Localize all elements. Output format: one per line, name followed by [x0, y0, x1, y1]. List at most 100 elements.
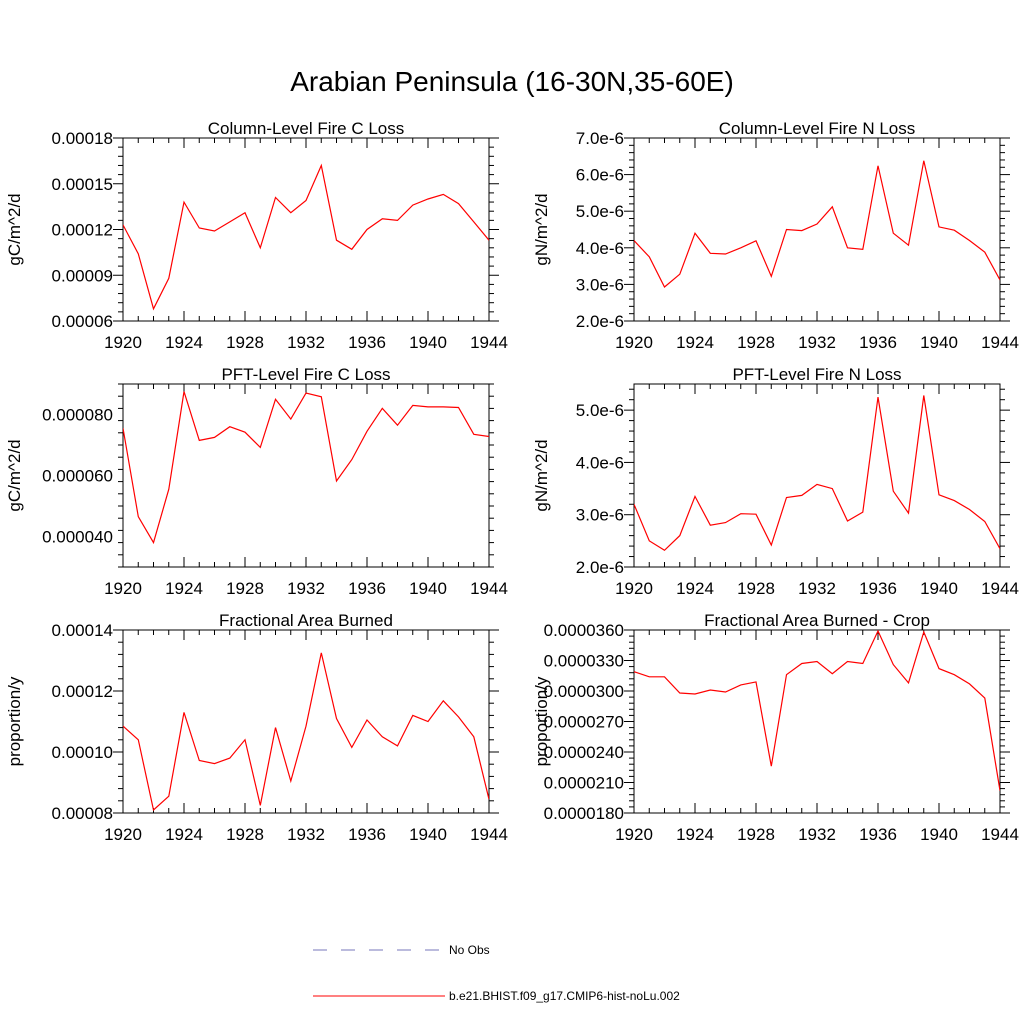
y-axis-label: gN/m^2/d	[532, 439, 551, 511]
x-tick-label: 1940	[920, 333, 958, 352]
x-tick-label: 1936	[859, 333, 897, 352]
y-tick-label: 0.00014	[52, 621, 113, 640]
x-tick-label: 1924	[165, 333, 203, 352]
x-tick-label: 1940	[409, 333, 447, 352]
panel-title: PFT-Level Fire C Loss	[221, 365, 390, 384]
y-tick-label: 0.0000210	[544, 774, 624, 793]
x-tick-label: 1936	[348, 333, 386, 352]
y-tick-label: 5.0e-6	[576, 202, 624, 221]
x-tick-label: 1932	[287, 825, 325, 844]
x-tick-label: 1924	[165, 579, 203, 598]
x-tick-label: 1932	[798, 825, 836, 844]
chart-panel-5: 1920 1924 1928 1932 1936 1940 1944 0.00008 0.000…	[5, 611, 508, 844]
x-tick-label: 1924	[165, 825, 203, 844]
panel-title: Column-Level Fire C Loss	[208, 119, 405, 138]
x-tick-label: 1920	[615, 333, 653, 352]
x-tick-label: 1940	[920, 579, 958, 598]
panel-title: Fractional Area Burned - Crop	[704, 611, 930, 630]
x-tick-label: 1928	[737, 579, 775, 598]
series-line	[123, 652, 489, 812]
y-tick-label: 0.0000360	[544, 621, 624, 640]
y-tick-label: 0.0000240	[544, 743, 624, 762]
legend: No Obs b.e21.BHIST.f09_g17.CMIP6-hist-no…	[313, 943, 680, 1003]
series-line	[634, 630, 1000, 791]
plot-frame	[122, 629, 490, 814]
x-tick-label: 1920	[104, 825, 142, 844]
plot-frame	[633, 629, 1001, 814]
x-tick-label: 1936	[348, 579, 386, 598]
y-tick-label: 0.000060	[42, 467, 113, 486]
y-tick-label: 0.0000330	[544, 652, 624, 671]
y-tick-label: 0.00010	[52, 743, 113, 762]
y-tick-label: 0.00012	[52, 221, 113, 240]
chart-panel-2: 1920 1924 1928 1932 1936 1940 1944 2.0e-6 3.0e-6…	[532, 119, 1019, 352]
panels: 1920 1924 1928 1932 1936 1940 1944 0.00006 0.000…	[5, 119, 1019, 844]
legend-label-model: b.e21.BHIST.f09_g17.CMIP6-hist-noLu.002	[449, 989, 680, 1003]
chart-panel-4: 1920 1924 1928 1932 1936 1940 1944 2.0e-6 3.0e-6…	[532, 365, 1019, 598]
x-tick-label: 1924	[676, 825, 714, 844]
y-tick-label: 3.0e-6	[576, 506, 624, 525]
x-tick-label: 1932	[798, 579, 836, 598]
x-tick-label: 1928	[737, 825, 775, 844]
y-tick-label: 0.00012	[52, 682, 113, 701]
y-tick-label: 7.0e-6	[576, 129, 624, 148]
y-tick-label: 0.00008	[52, 804, 113, 823]
x-tick-label: 1932	[798, 333, 836, 352]
x-tick-label: 1944	[981, 825, 1019, 844]
y-tick-label: 0.00009	[52, 266, 113, 285]
x-tick-label: 1924	[676, 333, 714, 352]
y-tick-label: 0.00006	[52, 312, 113, 331]
y-axis-label: gC/m^2/d	[5, 193, 24, 265]
series-line	[123, 163, 489, 311]
legend-label-no-obs: No Obs	[449, 943, 490, 957]
y-tick-label: 0.0000270	[544, 713, 624, 732]
panel-title: PFT-Level Fire N Loss	[732, 365, 901, 384]
panel-title: Column-Level Fire N Loss	[719, 119, 916, 138]
x-tick-label: 1944	[470, 333, 508, 352]
y-tick-label: 4.0e-6	[576, 453, 624, 472]
series-line	[123, 391, 489, 545]
x-tick-label: 1944	[981, 579, 1019, 598]
chart-panel-3: 1920 1924 1928 1932 1936 1940 1944 0.000040 0.00…	[5, 365, 508, 598]
y-tick-label: 0.00018	[52, 129, 113, 148]
y-axis-label: proportion/y	[532, 676, 551, 766]
y-tick-label: 3.0e-6	[576, 275, 624, 294]
x-tick-label: 1940	[409, 825, 447, 844]
y-tick-label: 0.000080	[42, 406, 113, 425]
y-tick-label: 5.0e-6	[576, 401, 624, 420]
x-tick-label: 1940	[920, 825, 958, 844]
plot-frame	[633, 137, 1001, 322]
y-axis-label: proportion/y	[5, 676, 24, 766]
x-tick-label: 1936	[348, 825, 386, 844]
y-tick-label: 6.0e-6	[576, 166, 624, 185]
x-tick-label: 1920	[615, 579, 653, 598]
x-tick-label: 1928	[226, 579, 264, 598]
figure-title: Arabian Peninsula (16-30N,35-60E)	[290, 66, 734, 97]
plot-frame	[633, 383, 1001, 568]
x-tick-label: 1928	[226, 333, 264, 352]
plot-frame	[122, 137, 490, 322]
x-tick-label: 1936	[859, 579, 897, 598]
x-tick-label: 1928	[226, 825, 264, 844]
x-tick-label: 1932	[287, 579, 325, 598]
y-tick-label: 0.0000180	[544, 804, 624, 823]
chart-panel-6: 1920 1924 1928 1932 1936 1940 1944 0.0000180 0.0…	[532, 611, 1019, 844]
series-line	[634, 395, 1000, 552]
y-tick-label: 0.000040	[42, 528, 113, 547]
y-tick-label: 4.0e-6	[576, 239, 624, 258]
x-tick-label: 1924	[676, 579, 714, 598]
chart-panel-1: 1920 1924 1928 1932 1936 1940 1944 0.00006 0.000…	[5, 119, 508, 352]
y-tick-label: 0.0000300	[544, 682, 624, 701]
x-tick-label: 1944	[470, 579, 508, 598]
x-tick-label: 1928	[737, 333, 775, 352]
x-tick-label: 1920	[104, 333, 142, 352]
y-axis-label: gN/m^2/d	[532, 193, 551, 265]
plot-frame	[122, 383, 490, 568]
y-axis-label: gC/m^2/d	[5, 439, 24, 511]
x-tick-label: 1920	[104, 579, 142, 598]
y-tick-label: 2.0e-6	[576, 312, 624, 331]
y-tick-label: 0.00015	[52, 175, 113, 194]
series-line	[634, 160, 1000, 288]
x-tick-label: 1944	[470, 825, 508, 844]
